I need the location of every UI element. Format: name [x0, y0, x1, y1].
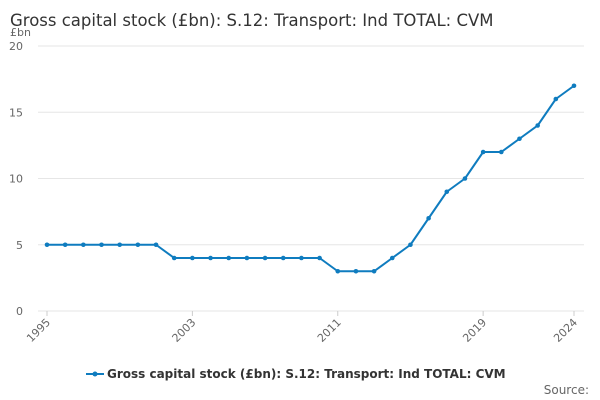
data-point[interactable]	[389, 255, 395, 261]
legend-point-swatch	[92, 371, 98, 377]
chart-title: Gross capital stock (£bn): S.12: Transpo…	[10, 11, 494, 30]
data-point[interactable]	[571, 83, 577, 89]
y-tick-label: 5	[16, 239, 23, 252]
x-tick-label: 1995	[24, 316, 53, 345]
y-tick-label: 15	[9, 106, 23, 119]
data-point[interactable]	[535, 123, 540, 128]
data-point[interactable]	[44, 242, 50, 248]
y-tick-label: 0	[16, 305, 23, 318]
data-point[interactable]	[99, 242, 104, 248]
data-point[interactable]	[462, 176, 468, 181]
data-point[interactable]	[426, 215, 431, 221]
source-label: Source:	[544, 383, 589, 397]
y-tick-label: 10	[9, 173, 23, 186]
legend[interactable]: Gross capital stock (£bn): S.12: Transpo…	[86, 367, 506, 381]
data-point[interactable]	[499, 149, 504, 155]
data-point[interactable]	[280, 255, 286, 261]
x-tick-label: 2003	[170, 316, 199, 345]
data-point[interactable]	[171, 255, 177, 261]
x-tick-label: 2024	[551, 316, 580, 345]
data-point[interactable]	[353, 268, 359, 274]
data-point[interactable]	[244, 255, 250, 261]
series	[44, 83, 577, 274]
data-point[interactable]	[153, 242, 159, 248]
data-point[interactable]	[208, 255, 213, 261]
grid	[38, 45, 584, 312]
x-tick-label: 2011	[315, 316, 344, 345]
legend-label: Gross capital stock (£bn): S.12: Transpo…	[107, 367, 506, 381]
x-tick-label: 2019	[460, 316, 489, 345]
data-point[interactable]	[517, 136, 522, 142]
data-point[interactable]	[553, 96, 559, 102]
series-line[interactable]	[46, 84, 575, 273]
data-point[interactable]	[444, 189, 450, 195]
data-point[interactable]	[317, 255, 322, 261]
y-axis-unit-label: £bn	[10, 26, 31, 39]
data-point[interactable]	[480, 149, 486, 155]
y-tick-label: 20	[9, 40, 23, 53]
x-axis: 1995 2003 2011 2019 2024	[24, 311, 580, 345]
data-point[interactable]	[226, 255, 232, 261]
data-point[interactable]	[81, 242, 86, 248]
data-point[interactable]	[135, 242, 141, 248]
data-point[interactable]	[335, 268, 341, 274]
data-point[interactable]	[117, 242, 122, 248]
data-point[interactable]	[190, 255, 195, 261]
data-point[interactable]	[299, 255, 304, 261]
data-point[interactable]	[62, 242, 68, 248]
data-point[interactable]	[371, 268, 377, 274]
y-axis: 0 5 10 15 20	[9, 40, 23, 318]
data-point[interactable]	[408, 242, 413, 248]
data-point[interactable]	[262, 255, 268, 261]
